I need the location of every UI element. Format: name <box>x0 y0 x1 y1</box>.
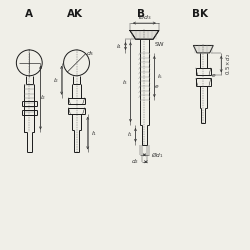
Text: e: e <box>155 84 159 89</box>
Text: SW: SW <box>155 42 164 47</box>
Text: AK: AK <box>67 9 83 19</box>
Text: $0.5 \times d_2$: $0.5 \times d_2$ <box>224 53 233 75</box>
Polygon shape <box>193 46 213 53</box>
Text: $l_2$: $l_2$ <box>40 93 46 102</box>
Text: $d_3$: $d_3$ <box>86 50 94 58</box>
Text: e: e <box>212 73 215 78</box>
Text: $l_1$: $l_1$ <box>127 130 133 140</box>
Text: $d_2$: $d_2$ <box>131 157 139 166</box>
Text: $Ød_3$: $Ød_3$ <box>138 13 152 22</box>
Text: $l_1$: $l_1$ <box>91 129 97 138</box>
Text: A: A <box>25 9 33 19</box>
Text: $l_4$: $l_4$ <box>116 42 122 50</box>
Text: $l_5$: $l_5$ <box>157 72 163 81</box>
Text: $Ød_1$: $Ød_1$ <box>151 150 164 160</box>
Text: $l_2$: $l_2$ <box>52 76 59 85</box>
Text: B: B <box>137 9 145 19</box>
Text: $l_3$: $l_3$ <box>122 78 128 86</box>
Polygon shape <box>130 30 159 39</box>
Text: BK: BK <box>192 9 208 19</box>
